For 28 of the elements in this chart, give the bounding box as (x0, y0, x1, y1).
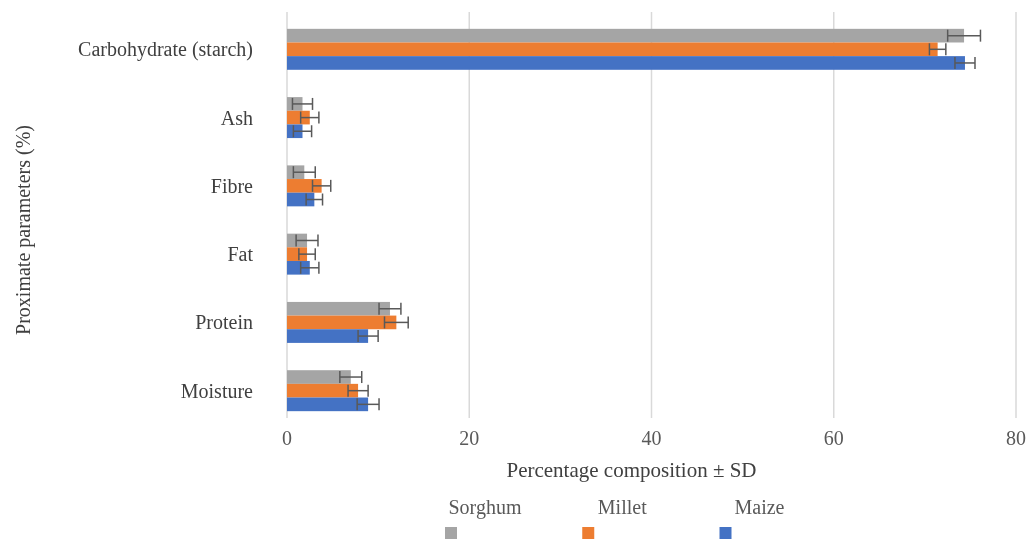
bar (287, 28, 965, 43)
text: Maize (734, 496, 785, 518)
bar (287, 110, 310, 125)
y-tick-label: Fibre (210, 174, 254, 197)
bar (287, 56, 965, 70)
bar (287, 301, 390, 316)
x-tick-label: 20 (459, 427, 480, 449)
text: Sorghum (448, 496, 522, 519)
x-tick-label: 80 (1006, 427, 1026, 449)
x-tick-label: 60 (823, 427, 844, 449)
bar (287, 383, 359, 398)
bar (287, 42, 938, 57)
x-tick-label: 40 (641, 427, 662, 449)
bar (287, 315, 397, 330)
x-axis-title: Percentage composition ± SD (506, 458, 757, 482)
x-tick-label: 0 (282, 427, 292, 449)
bar (287, 370, 351, 384)
y-tick-label: Fat (227, 243, 254, 266)
bar (287, 179, 322, 193)
y-axis-title: Proximate parameters (%) (12, 125, 35, 335)
y-tick-label: Protein (195, 311, 253, 334)
y-tick-label: Ash (220, 106, 253, 129)
bar (287, 397, 369, 412)
bar (287, 192, 315, 207)
text: Millet (597, 496, 648, 518)
bar (287, 329, 369, 343)
y-tick-label: Moisture (180, 379, 254, 402)
y-tick-label: Carbohydrate (starch) (78, 38, 253, 62)
